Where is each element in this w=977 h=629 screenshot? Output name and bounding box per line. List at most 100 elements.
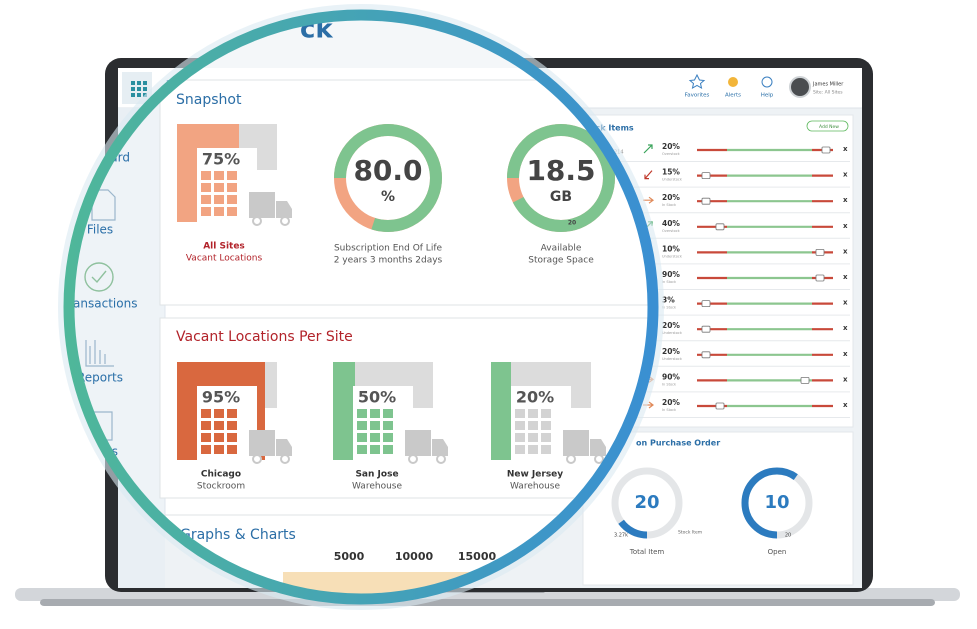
window <box>515 409 525 418</box>
window <box>370 445 380 454</box>
stock-status: In Stock <box>662 306 677 310</box>
up-arrow <box>643 144 653 154</box>
truck-cargo <box>249 192 275 218</box>
stock-percent: 40% <box>662 219 680 228</box>
stock-percent: 20% <box>662 347 680 356</box>
menu-dot <box>137 87 141 91</box>
sidebar-item[interactable]: Transactions <box>62 262 138 311</box>
po-title: on Purchase Order <box>636 439 720 448</box>
stock-status: Understock <box>662 178 683 182</box>
remove-button[interactable]: x <box>843 401 848 409</box>
card-title: Snapshot <box>176 92 242 108</box>
axis-label: 15000 <box>458 550 497 563</box>
truck-wheel <box>252 454 262 464</box>
gauge-value: 80.0 <box>353 154 422 187</box>
add-new-button[interactable]: Add New <box>806 120 849 132</box>
remove-button[interactable]: x <box>843 299 848 307</box>
site-name: New Jersey <box>507 470 563 480</box>
laptop-base-edge <box>40 599 935 606</box>
axis-label: 5000 <box>334 550 365 563</box>
window <box>201 207 211 216</box>
window <box>528 433 538 442</box>
remove-button[interactable]: x <box>843 222 848 230</box>
window <box>227 445 237 454</box>
po-gauge: 20 Total Item <box>611 467 683 556</box>
window <box>214 421 224 430</box>
stock-row: 20%In Stock x <box>590 193 850 214</box>
snapshot-gauge: 80.0% Subscription End Of Life 2 years 3 m… <box>334 124 443 266</box>
level-marker <box>815 248 825 256</box>
window <box>370 421 380 430</box>
window <box>214 171 224 180</box>
window <box>227 207 237 216</box>
window <box>515 433 525 442</box>
nav-item[interactable]: Alerts <box>725 77 741 99</box>
gauge-sublabel: 2 years 3 months 2days <box>334 256 443 266</box>
gauge-arc <box>741 467 813 539</box>
window <box>528 409 538 418</box>
sidebar-label: Transactions <box>62 297 138 311</box>
sidebar-item[interactable]: Reports <box>77 340 123 385</box>
building-icon: 95% <box>177 362 292 464</box>
window <box>383 433 393 442</box>
level-marker <box>821 146 831 154</box>
sidebar-item[interactable]: Files <box>87 189 116 237</box>
star-icon <box>688 73 706 89</box>
truck-wheel <box>408 454 418 464</box>
menu-dot <box>131 93 135 97</box>
user-avatar[interactable] <box>789 76 811 98</box>
remove-button[interactable]: x <box>843 145 848 153</box>
gauge-sub: 20 <box>785 533 791 539</box>
level-marker <box>815 274 825 282</box>
remove-button[interactable]: x <box>843 171 848 179</box>
window <box>357 409 367 418</box>
button-frame <box>806 120 849 132</box>
stock-status: Understock <box>662 357 683 361</box>
nav-item[interactable]: Help <box>761 76 774 99</box>
level-marker <box>715 402 725 410</box>
remove-button[interactable]: x <box>843 247 848 255</box>
reports-icon <box>85 340 114 367</box>
gauge-label: Subscription End Of Life <box>334 244 443 254</box>
remove-button[interactable]: x <box>843 196 848 204</box>
window <box>357 433 367 442</box>
stock-status: In Stock <box>662 280 677 284</box>
truck-wheel <box>436 454 446 464</box>
gauge-sublabel: Storage Space <box>528 256 594 266</box>
remove-button[interactable]: x <box>843 324 848 332</box>
window <box>214 445 224 454</box>
stock-percent: 20% <box>662 398 680 407</box>
nav-label: Favorites <box>685 93 710 99</box>
remove-button[interactable]: x <box>843 273 848 281</box>
window <box>528 421 538 430</box>
truck-cab <box>590 439 606 456</box>
level-marker <box>715 223 725 231</box>
stock-percent: 20% <box>662 142 680 151</box>
remove-button[interactable]: x <box>843 375 848 383</box>
nav-item[interactable]: Favorites <box>685 73 710 99</box>
transactions-icon <box>84 262 114 292</box>
building-icon: 50% <box>333 362 448 464</box>
building-icon: 20% <box>491 362 606 464</box>
alert-icon <box>728 77 738 87</box>
menu-dot <box>137 93 141 97</box>
vacant-percent: 20% <box>516 388 554 407</box>
stock-status: In Stock <box>662 382 677 386</box>
menu-dot <box>143 81 147 85</box>
stock-title: ock Items <box>590 124 634 133</box>
stock-percent: 20% <box>662 193 680 202</box>
check-mark <box>91 270 107 284</box>
building-fill <box>491 362 511 460</box>
menu-dot <box>143 87 147 91</box>
gauge-sub: 3.27k <box>614 533 628 539</box>
gauge-arc <box>611 467 683 539</box>
window <box>201 445 211 454</box>
gauge-arc <box>507 124 615 232</box>
window <box>541 433 551 442</box>
truck-wheel <box>566 454 576 464</box>
user-site: Site: All Sites <box>813 90 843 96</box>
building-fill <box>333 362 355 460</box>
remove-button[interactable]: x <box>843 350 848 358</box>
stock-status: Overstock <box>662 152 681 156</box>
